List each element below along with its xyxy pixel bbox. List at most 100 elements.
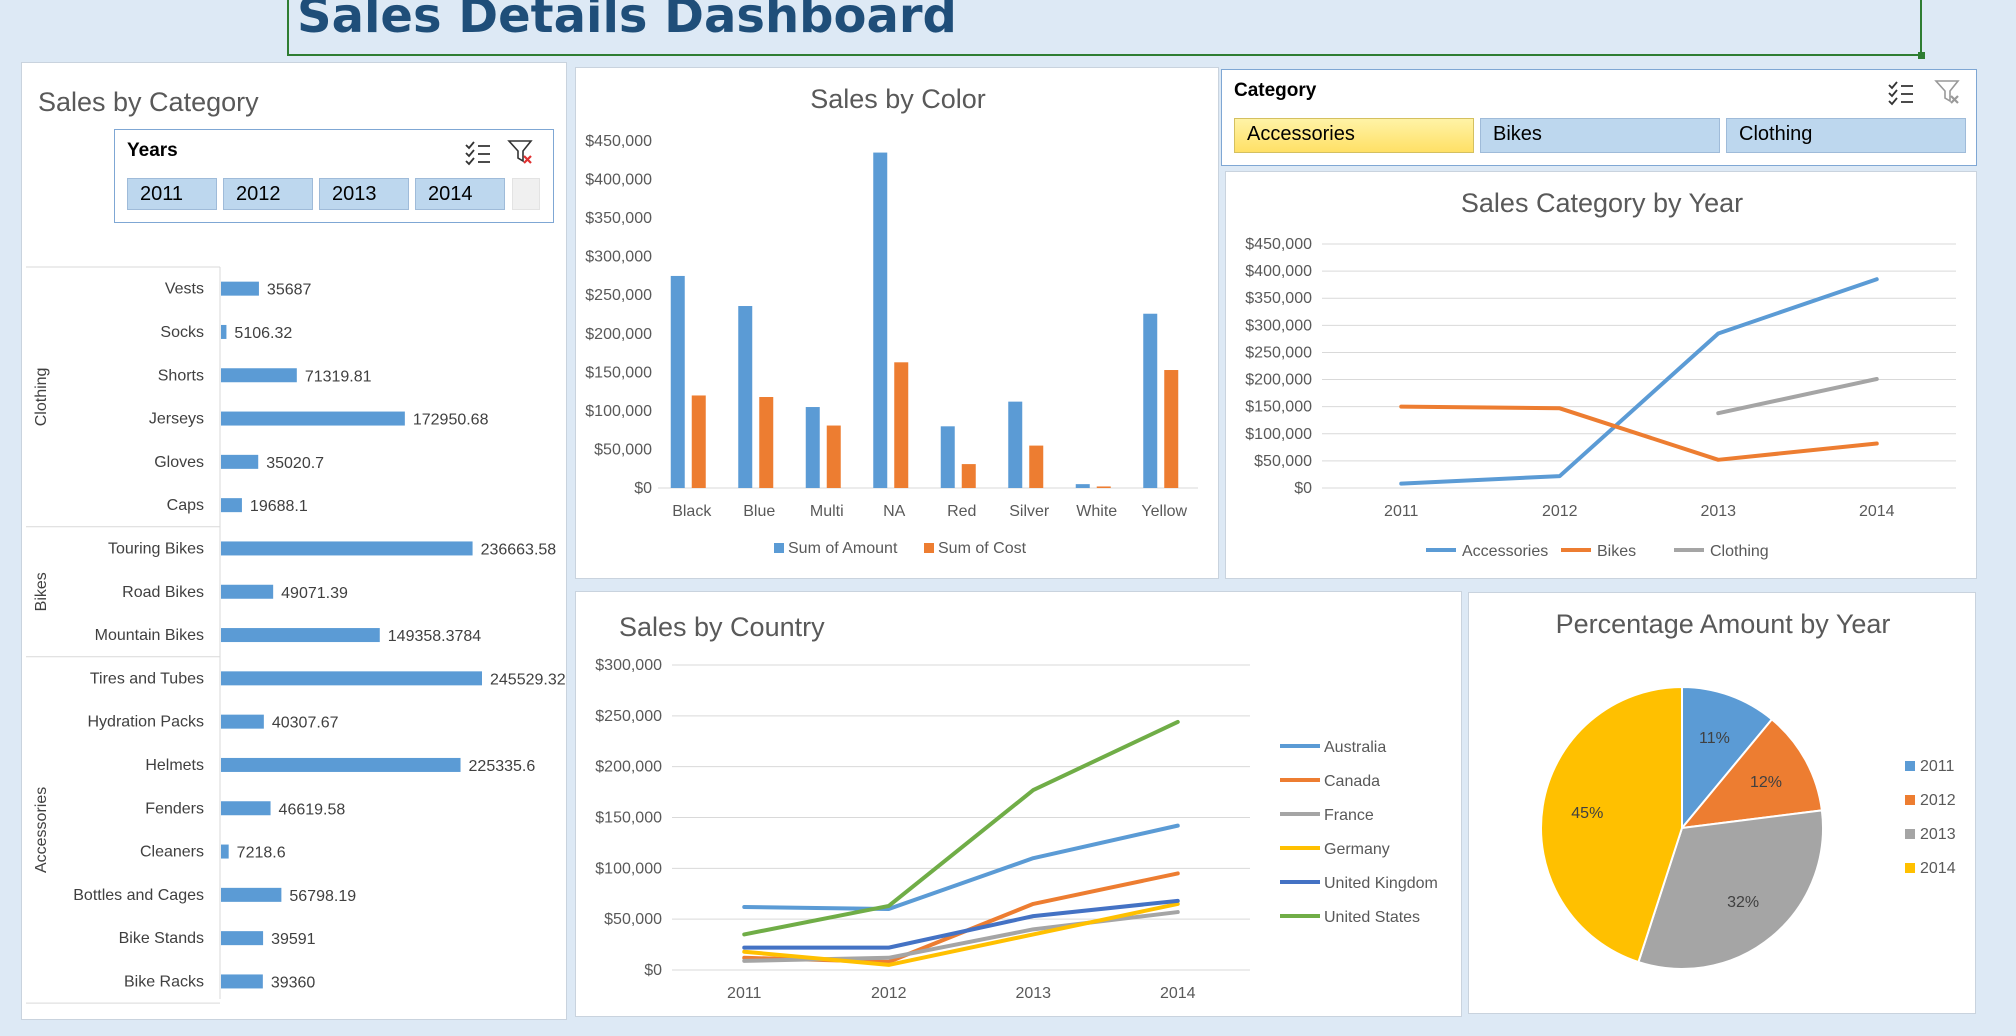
y-tick-label: $50,000 — [1254, 453, 1312, 470]
bar — [221, 801, 271, 816]
y-tick-label: $200,000 — [1245, 372, 1312, 389]
slicer-item-clothing[interactable]: Clothing — [1726, 118, 1966, 153]
y-tick-label: $200,000 — [585, 326, 652, 343]
category-tick-label: Bike Stands — [119, 930, 204, 947]
multi-select-icon[interactable] — [463, 138, 493, 166]
category-tick-label: Caps — [167, 497, 204, 514]
data-label: 35020.7 — [266, 455, 324, 472]
clear-filter-icon[interactable] — [507, 138, 537, 166]
sales-by-category-panel: Sales by Category Years 2011 2012 2013 2… — [21, 62, 567, 1020]
sales-by-category-chart: Vests 35687 Socks 5106.32 Shorts 71319.81 Jers… — [26, 266, 566, 1004]
sales-category-by-year-panel: Sales Category by Year $0 $50,000 $100,000… — [1225, 171, 1977, 579]
bar — [826, 425, 841, 488]
bar — [221, 584, 274, 599]
x-tick-label: 2011 — [1384, 503, 1419, 520]
category-tick-label: Hydration Packs — [88, 714, 205, 731]
slicer-title: Category — [1234, 80, 1317, 101]
slicer-blank-item — [512, 178, 540, 210]
bar — [1008, 401, 1023, 488]
bar — [873, 152, 888, 489]
data-label: 39360 — [271, 974, 316, 991]
bar — [961, 464, 976, 488]
slicer-item-bikes[interactable]: Bikes — [1480, 118, 1720, 153]
bar — [805, 407, 820, 488]
bar — [670, 275, 685, 488]
data-label: 49071.39 — [281, 585, 348, 602]
x-tick-label: 2011 — [727, 985, 762, 1002]
data-label: 45% — [1571, 805, 1603, 822]
series-line — [1716, 377, 1879, 416]
category-tick-label: Bike Racks — [124, 973, 204, 990]
legend-swatch — [1905, 761, 1915, 771]
data-label: 149358.3784 — [388, 628, 482, 645]
resize-handle[interactable] — [1918, 52, 1925, 59]
slicer-item-2014[interactable]: 2014 — [415, 178, 505, 210]
series-line — [742, 901, 1180, 967]
legend-label: Canada — [1324, 773, 1380, 790]
category-tick-label: Tires and Tubes — [90, 670, 204, 687]
data-label: 245529.32 — [490, 671, 566, 688]
x-tick-label: 2014 — [1859, 503, 1895, 520]
slicer-item-2011[interactable]: 2011 — [127, 178, 217, 210]
bar — [894, 362, 909, 488]
data-label: 7218.6 — [237, 845, 286, 862]
slicer-item-2012[interactable]: 2012 — [223, 178, 313, 210]
bar — [221, 411, 405, 426]
multi-select-icon[interactable] — [1886, 78, 1916, 106]
data-label: 39591 — [271, 931, 316, 948]
bar — [221, 628, 380, 643]
slicer-item-2013[interactable]: 2013 — [319, 178, 409, 210]
bar — [221, 281, 259, 296]
slicer-item-accessories[interactable]: Accessories — [1234, 118, 1474, 153]
percentage-amount-by-year-chart: 11% 12% 32% 45% 2011 2012 2013 2014 — [1540, 685, 1956, 970]
category-tick-label: Socks — [160, 324, 204, 341]
y-tick-label: $450,000 — [585, 133, 652, 150]
bar — [1164, 370, 1179, 488]
category-tick-label: Mountain Bikes — [95, 627, 204, 644]
data-label: 5106.32 — [234, 325, 292, 342]
group-label: Bikes — [33, 572, 50, 611]
chart-title: Sales by Country — [619, 612, 825, 642]
legend-swatch — [1905, 795, 1915, 805]
bar — [221, 324, 227, 339]
y-tick-label: $300,000 — [585, 249, 652, 266]
y-tick-label: $150,000 — [595, 810, 662, 827]
y-tick-label: $400,000 — [585, 172, 652, 189]
legend-label: Clothing — [1710, 543, 1769, 560]
slicer-title: Years — [127, 140, 178, 161]
series-line — [1399, 277, 1879, 486]
y-tick-label: $300,000 — [1245, 317, 1312, 334]
bar — [1143, 313, 1158, 488]
chart-title: Sales by Color — [810, 84, 986, 114]
legend-label: 2013 — [1920, 826, 1956, 843]
category-tick-label: Shorts — [158, 367, 204, 384]
legend-label: 2012 — [1920, 792, 1956, 809]
y-tick-label: $250,000 — [585, 287, 652, 304]
category-tick-label: Gloves — [154, 454, 204, 471]
bar — [221, 974, 263, 989]
x-tick-label: 2012 — [871, 985, 907, 1002]
category-tick-label: Road Bikes — [122, 584, 204, 601]
years-slicer: Years 2011 2012 2013 2014 — [114, 129, 554, 223]
y-tick-label: $150,000 — [1245, 399, 1312, 416]
y-tick-label: $100,000 — [595, 860, 662, 877]
sales-by-color-chart: $0 $50,000 $100,000 $150,000 $200,000 $250,00… — [585, 133, 1198, 557]
category-tick-label: Cleaners — [140, 844, 204, 861]
y-tick-label: $200,000 — [595, 759, 662, 776]
sales-by-color-panel: Sales by Color $0 $50,000 $100,000 $150,000… — [575, 67, 1219, 579]
clear-filter-icon[interactable] — [1934, 78, 1964, 106]
x-tick-label: Red — [947, 503, 976, 520]
group-label: Clothing — [33, 368, 50, 427]
legend-label: France — [1324, 807, 1374, 824]
legend-label: Australia — [1324, 739, 1386, 756]
chart-title: Percentage Amount by Year — [1555, 609, 1891, 639]
legend-swatch — [924, 543, 934, 553]
y-tick-label: $100,000 — [1245, 426, 1312, 443]
legend-label: 2014 — [1920, 860, 1956, 877]
data-label: 12% — [1750, 774, 1782, 791]
series-line — [742, 898, 1180, 950]
bar — [1096, 486, 1111, 488]
chart-title: Sales Category by Year — [1460, 188, 1744, 218]
bar — [759, 397, 774, 488]
category-tick-label: Helmets — [145, 757, 204, 774]
